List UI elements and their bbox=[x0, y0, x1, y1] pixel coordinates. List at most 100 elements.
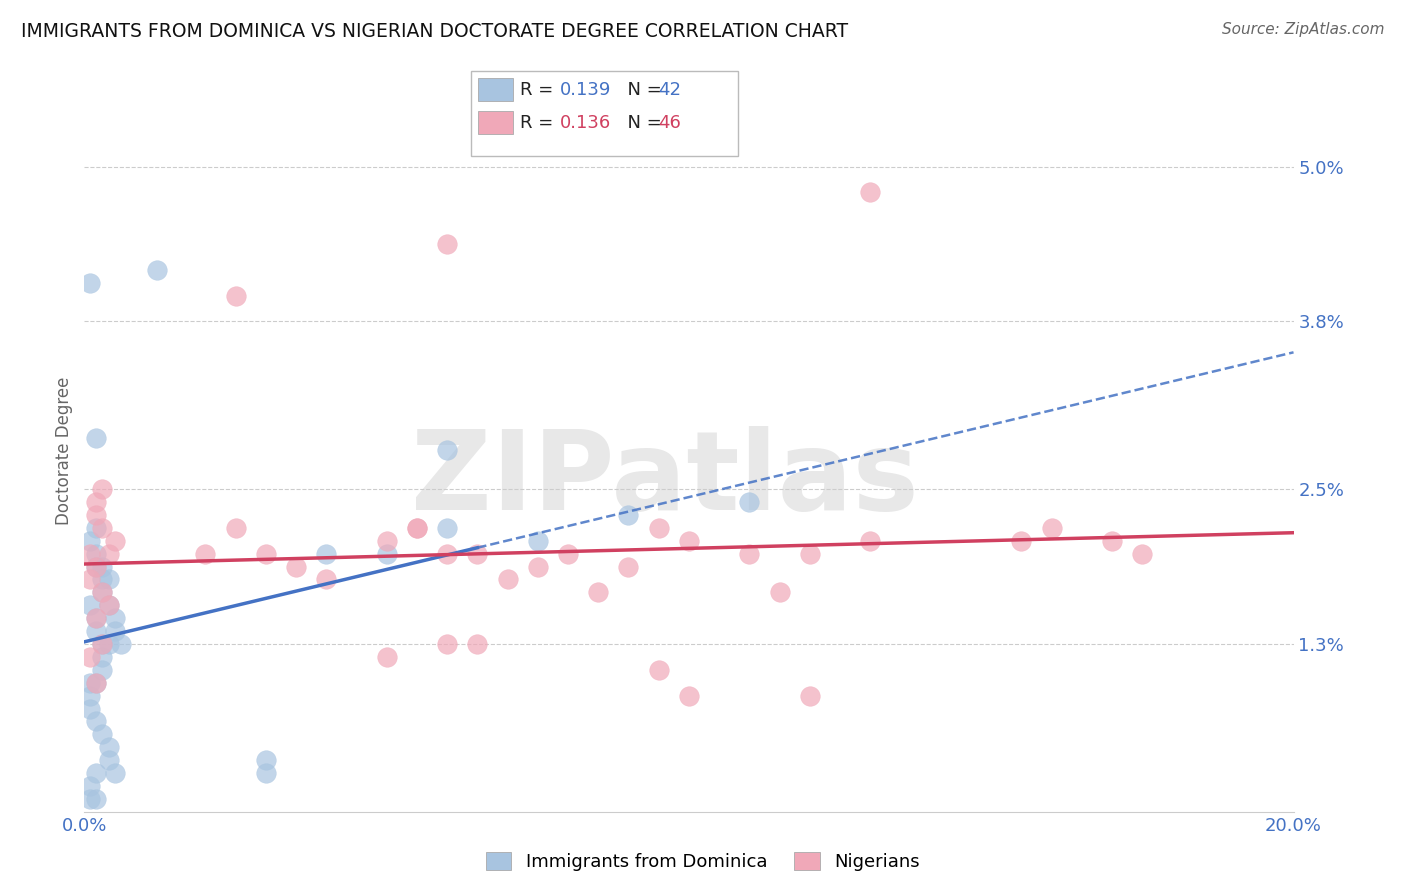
Point bbox=[1011, 533, 1033, 548]
Point bbox=[738, 495, 761, 509]
Text: 0.139: 0.139 bbox=[560, 81, 612, 99]
Point bbox=[86, 624, 108, 639]
Point bbox=[738, 547, 761, 561]
Point bbox=[769, 585, 792, 599]
Y-axis label: Doctorate Degree: Doctorate Degree bbox=[55, 376, 73, 524]
Point bbox=[285, 559, 308, 574]
Point bbox=[436, 521, 458, 535]
Point bbox=[79, 779, 101, 793]
Point bbox=[97, 753, 120, 767]
Text: Source: ZipAtlas.com: Source: ZipAtlas.com bbox=[1222, 22, 1385, 37]
Point bbox=[436, 547, 458, 561]
Point bbox=[97, 573, 120, 587]
Point bbox=[79, 792, 101, 806]
Point bbox=[91, 521, 114, 535]
Point bbox=[91, 573, 114, 587]
Point bbox=[588, 585, 610, 599]
Text: ZIPatlas: ZIPatlas bbox=[411, 425, 918, 533]
Point bbox=[86, 559, 108, 574]
Text: 46: 46 bbox=[658, 114, 681, 132]
Point bbox=[86, 792, 108, 806]
Point bbox=[86, 766, 108, 780]
Point bbox=[97, 637, 120, 651]
Point bbox=[648, 663, 671, 677]
Point bbox=[254, 547, 277, 561]
Point bbox=[79, 649, 101, 664]
Point bbox=[86, 714, 108, 729]
Point bbox=[86, 547, 108, 561]
Point bbox=[406, 521, 429, 535]
Point bbox=[146, 262, 169, 277]
Point bbox=[678, 689, 700, 703]
Text: N =: N = bbox=[616, 114, 668, 132]
Point bbox=[496, 573, 519, 587]
Point bbox=[194, 547, 217, 561]
Point bbox=[104, 611, 127, 625]
Point bbox=[315, 573, 337, 587]
Text: R =: R = bbox=[520, 114, 560, 132]
Point bbox=[79, 599, 101, 613]
Point bbox=[86, 508, 108, 522]
Point bbox=[86, 611, 108, 625]
Point bbox=[97, 599, 120, 613]
Point bbox=[86, 521, 108, 535]
Point bbox=[79, 276, 101, 290]
Point bbox=[97, 599, 120, 613]
Point bbox=[86, 611, 108, 625]
Point bbox=[1040, 521, 1063, 535]
Point bbox=[467, 637, 489, 651]
Point bbox=[617, 508, 640, 522]
Point bbox=[79, 689, 101, 703]
Point bbox=[91, 637, 114, 651]
Point bbox=[799, 547, 821, 561]
Point bbox=[86, 675, 108, 690]
Point bbox=[254, 753, 277, 767]
Point bbox=[97, 547, 120, 561]
Legend: Immigrants from Dominica, Nigerians: Immigrants from Dominica, Nigerians bbox=[479, 846, 927, 879]
Point bbox=[104, 766, 127, 780]
Point bbox=[375, 547, 398, 561]
Point bbox=[225, 288, 247, 302]
Point bbox=[86, 431, 108, 445]
Point bbox=[91, 663, 114, 677]
Point bbox=[91, 585, 114, 599]
Text: R =: R = bbox=[520, 81, 560, 99]
Point bbox=[859, 533, 882, 548]
Point bbox=[648, 521, 671, 535]
Point bbox=[91, 727, 114, 741]
Point bbox=[97, 740, 120, 755]
Point bbox=[436, 637, 458, 651]
Point bbox=[91, 585, 114, 599]
Point bbox=[79, 573, 101, 587]
Text: 0.136: 0.136 bbox=[560, 114, 610, 132]
Point bbox=[91, 637, 114, 651]
Point bbox=[86, 559, 108, 574]
Point bbox=[678, 533, 700, 548]
Point bbox=[91, 482, 114, 496]
Point bbox=[225, 521, 247, 535]
Point bbox=[617, 559, 640, 574]
Point bbox=[406, 521, 429, 535]
Point bbox=[86, 495, 108, 509]
Text: N =: N = bbox=[616, 81, 668, 99]
Point bbox=[79, 701, 101, 715]
Point bbox=[79, 675, 101, 690]
Point bbox=[91, 559, 114, 574]
Text: 42: 42 bbox=[658, 81, 681, 99]
Point bbox=[375, 533, 398, 548]
Point bbox=[436, 443, 458, 458]
Point bbox=[86, 675, 108, 690]
Point bbox=[79, 547, 101, 561]
Point bbox=[1101, 533, 1123, 548]
Point bbox=[1130, 547, 1153, 561]
Point bbox=[436, 237, 458, 252]
Point bbox=[527, 559, 550, 574]
Point bbox=[799, 689, 821, 703]
Point bbox=[557, 547, 579, 561]
Point bbox=[527, 533, 550, 548]
Point bbox=[859, 186, 882, 200]
Point bbox=[104, 624, 127, 639]
Point bbox=[254, 766, 277, 780]
Text: IMMIGRANTS FROM DOMINICA VS NIGERIAN DOCTORATE DEGREE CORRELATION CHART: IMMIGRANTS FROM DOMINICA VS NIGERIAN DOC… bbox=[21, 22, 848, 41]
Point bbox=[110, 637, 132, 651]
